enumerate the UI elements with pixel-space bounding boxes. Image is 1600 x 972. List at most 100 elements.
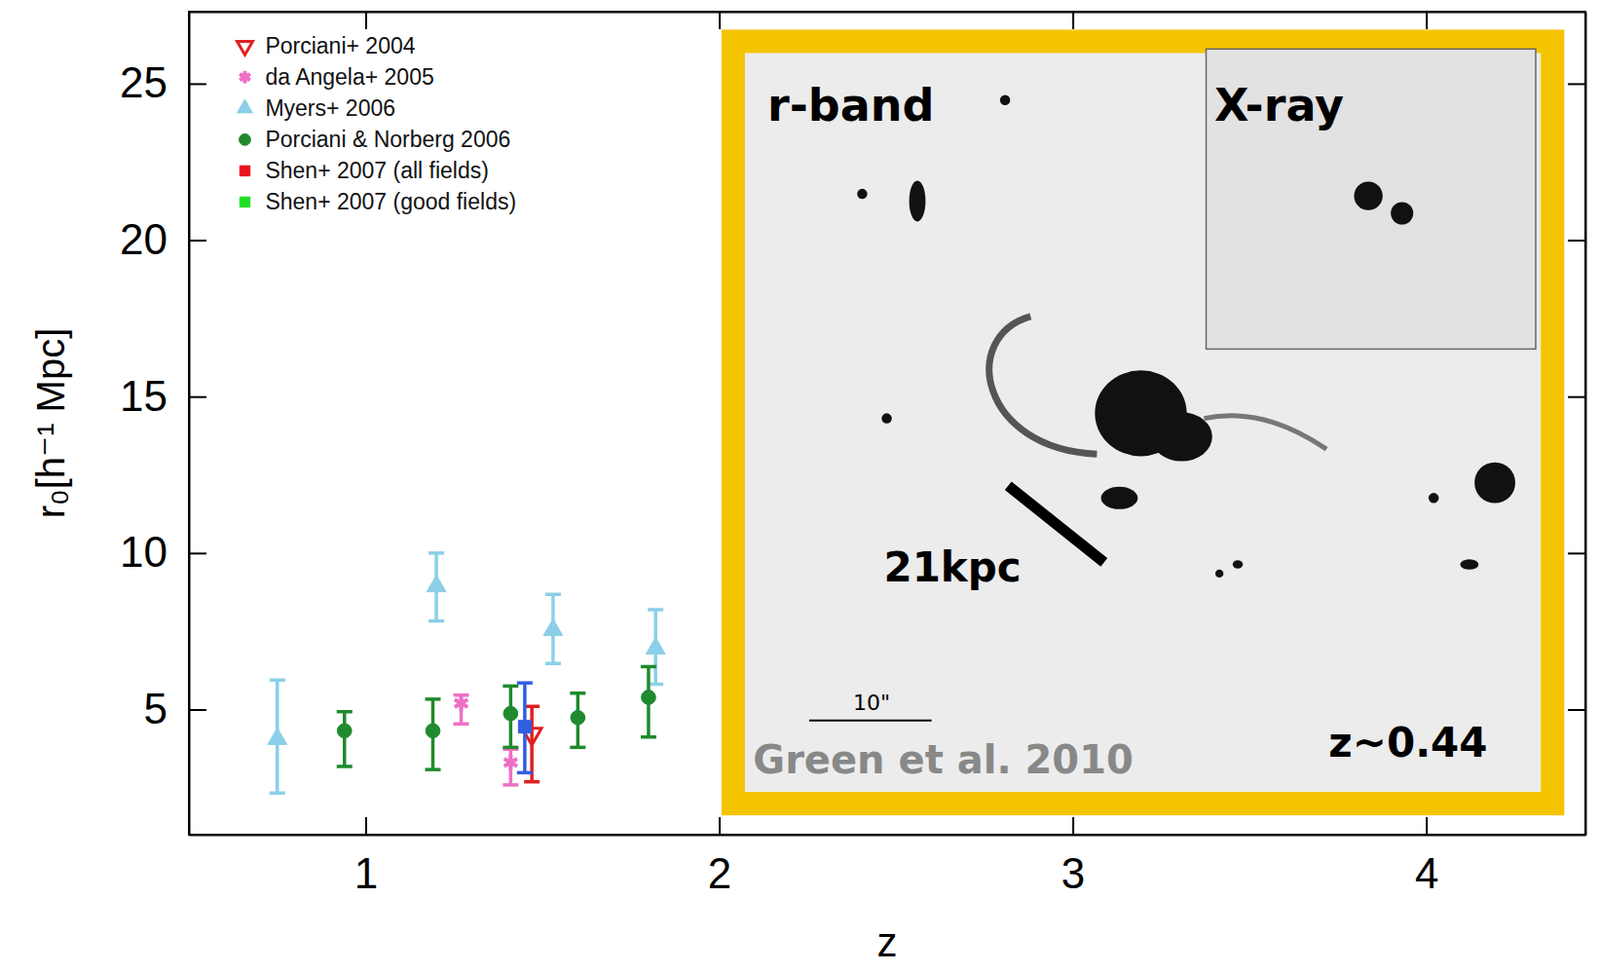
error-bar xyxy=(517,682,533,773)
tick xyxy=(366,11,368,30)
tick-mark xyxy=(188,239,207,242)
legend-marker xyxy=(237,99,254,113)
tick: 2 xyxy=(707,817,732,897)
redshift-label: z~0.44 xyxy=(1328,718,1488,767)
galaxy xyxy=(856,188,867,199)
legend-label: Porciani & Norberg 2006 xyxy=(264,126,511,152)
tick-label: 4 xyxy=(1414,849,1439,897)
tick-label: 2 xyxy=(707,849,732,897)
error-bar xyxy=(502,748,519,785)
tick: 1 xyxy=(354,817,378,897)
tick-mark xyxy=(1567,396,1586,399)
legend-label: Shen+ 2007 (good fields) xyxy=(264,188,517,215)
tick-mark xyxy=(365,11,368,30)
tidal-arc xyxy=(989,316,1098,454)
tick-mark xyxy=(365,817,368,835)
xray-label: X-ray xyxy=(1214,78,1344,132)
tick-mark xyxy=(188,708,207,711)
galaxy xyxy=(909,180,927,222)
tick xyxy=(1567,396,1586,398)
angular-scale-label: 10" xyxy=(853,690,891,715)
galaxy xyxy=(1428,492,1439,503)
image-border xyxy=(733,40,1553,804)
tick: 10 xyxy=(119,527,207,576)
tick-mark xyxy=(1567,82,1586,85)
tick-label: 5 xyxy=(144,684,168,733)
legend-marker xyxy=(237,41,254,56)
tick xyxy=(1073,11,1075,30)
point xyxy=(425,723,441,739)
point xyxy=(454,695,468,711)
x-axis-top xyxy=(189,11,1587,30)
legend-label: Shen+ 2007 (all fields) xyxy=(264,157,489,184)
marks xyxy=(267,553,666,793)
tick xyxy=(1567,240,1586,242)
x-axis: 1 2 3 4 xyxy=(189,817,1587,897)
tick: 15 xyxy=(119,372,207,420)
tick-mark xyxy=(718,817,721,835)
tidal-tail xyxy=(1203,415,1327,449)
axis-line xyxy=(188,12,191,836)
legend-marker xyxy=(239,71,251,84)
image-panel: r-bandX-ray21kpc10"Green et al. 2010z~0.… xyxy=(733,40,1553,804)
tick xyxy=(1567,83,1586,85)
point xyxy=(570,709,586,725)
point xyxy=(503,706,519,721)
legend-label: da Angela+ 2005 xyxy=(264,64,434,90)
error-bar xyxy=(453,695,470,725)
tick-mark xyxy=(1425,11,1428,30)
error-bar xyxy=(569,693,586,748)
galaxy xyxy=(1151,411,1213,461)
point xyxy=(267,727,288,745)
tick-mark xyxy=(1567,239,1586,242)
tick-mark xyxy=(1072,817,1075,835)
point xyxy=(518,720,531,734)
separation-bar xyxy=(1007,485,1104,563)
tick-label: 20 xyxy=(119,215,168,263)
tick-label: 3 xyxy=(1061,849,1085,897)
axis-line xyxy=(1585,12,1588,836)
legend-label: Myers+ 2006 xyxy=(264,95,396,121)
axis-line xyxy=(189,834,1587,837)
y-axis-title: r₀[h⁻¹ Mpc] xyxy=(29,328,73,520)
band-label: r-band xyxy=(767,78,934,132)
point xyxy=(336,723,352,739)
tick-mark xyxy=(1567,552,1586,555)
tick-mark xyxy=(1425,817,1428,835)
tick-mark xyxy=(1567,708,1586,711)
plot-frame xyxy=(188,11,1586,835)
galaxy xyxy=(1232,559,1243,568)
galaxy xyxy=(1459,558,1479,569)
tick: 4 xyxy=(1414,817,1439,897)
point xyxy=(645,636,666,654)
galaxy xyxy=(881,412,892,423)
tick-label: 15 xyxy=(119,372,168,420)
angular-scale-bar xyxy=(809,719,932,722)
tick-mark xyxy=(188,552,207,555)
tick xyxy=(1567,553,1586,555)
xray-source xyxy=(1353,182,1382,211)
legend-marker xyxy=(239,133,252,146)
point xyxy=(504,754,518,771)
x-axis-title: z xyxy=(877,919,898,966)
galaxy xyxy=(1000,94,1010,105)
tick: 5 xyxy=(144,684,207,733)
galaxy xyxy=(1101,486,1139,510)
galaxy xyxy=(1215,569,1224,578)
point xyxy=(543,618,563,635)
tick: 20 xyxy=(119,215,207,263)
tick: 3 xyxy=(1061,817,1085,897)
tick xyxy=(1426,11,1428,30)
error-bar xyxy=(336,711,353,767)
y-axis-right xyxy=(1567,12,1587,836)
tick: 25 xyxy=(119,58,207,107)
tick-mark xyxy=(188,396,207,399)
y-axis: 5 10 15 20 25 xyxy=(119,12,207,836)
tick xyxy=(1567,708,1586,710)
point xyxy=(426,574,447,592)
axis-line xyxy=(189,11,1587,14)
error-bar xyxy=(424,699,441,770)
legend-marker xyxy=(239,165,250,176)
error-bar xyxy=(640,666,657,737)
xray-inset xyxy=(1206,48,1536,349)
